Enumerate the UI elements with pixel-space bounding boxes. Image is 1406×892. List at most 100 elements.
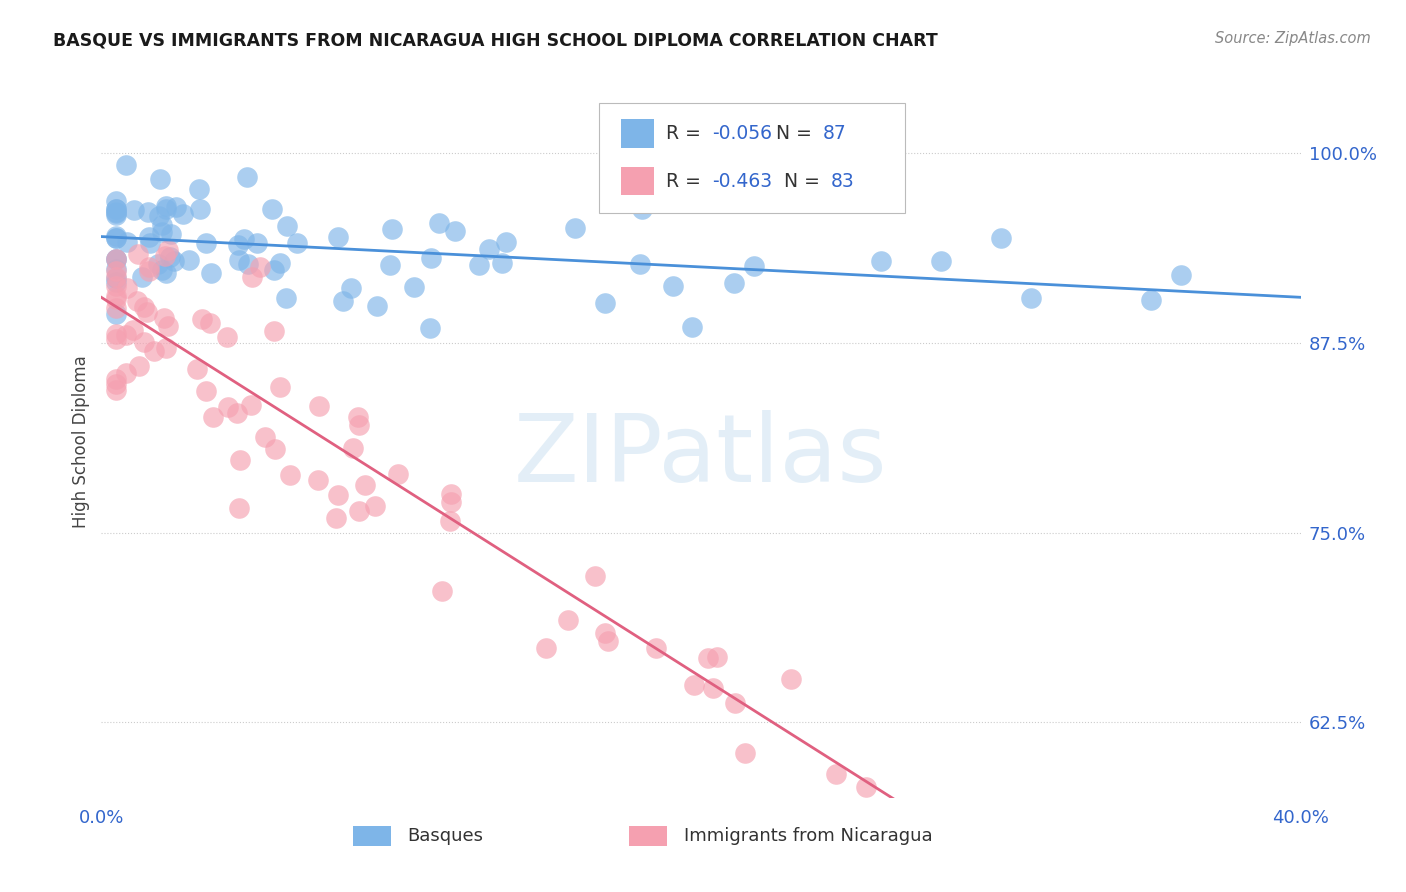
Point	[105, 205, 128, 219]
Point	[155, 342, 177, 356]
Point	[683, 678, 706, 692]
Point	[263, 324, 285, 338]
Text: R =: R =	[666, 124, 707, 143]
Point	[662, 278, 685, 293]
Point	[105, 206, 128, 220]
Point	[115, 158, 138, 172]
Text: Basques: Basques	[408, 827, 484, 845]
Point	[381, 222, 404, 236]
Point	[105, 264, 128, 278]
Point	[644, 640, 666, 655]
Point	[628, 257, 651, 271]
Point	[105, 228, 128, 243]
Point	[1019, 291, 1042, 305]
Point	[232, 232, 254, 246]
Point	[138, 230, 160, 244]
Point	[105, 252, 128, 267]
Point	[468, 258, 491, 272]
Point	[744, 259, 766, 273]
Point	[228, 453, 250, 467]
FancyBboxPatch shape	[599, 103, 905, 213]
Point	[263, 263, 285, 277]
Text: R =: R =	[666, 171, 707, 191]
FancyBboxPatch shape	[353, 826, 391, 847]
Point	[153, 311, 176, 326]
FancyBboxPatch shape	[620, 119, 654, 147]
Point	[855, 780, 877, 795]
Point	[264, 442, 287, 456]
Point	[706, 649, 728, 664]
Point	[402, 279, 425, 293]
Point	[564, 220, 586, 235]
Point	[136, 204, 159, 219]
Point	[278, 467, 301, 482]
Point	[105, 230, 128, 244]
Point	[194, 235, 217, 250]
Point	[346, 409, 368, 424]
Point	[153, 249, 176, 263]
Point	[198, 317, 221, 331]
Point	[136, 304, 159, 318]
Point	[105, 326, 128, 341]
Point	[127, 247, 149, 261]
FancyBboxPatch shape	[628, 826, 668, 847]
Point	[152, 218, 174, 232]
Point	[134, 334, 156, 349]
Point	[246, 236, 269, 251]
Point	[146, 257, 169, 271]
Text: -0.056: -0.056	[711, 124, 772, 143]
Point	[187, 182, 209, 196]
Point	[420, 251, 443, 265]
Point	[440, 487, 463, 501]
Point	[217, 330, 239, 344]
Point	[779, 672, 801, 686]
Point	[105, 252, 128, 266]
FancyBboxPatch shape	[620, 167, 654, 195]
Text: Source: ZipAtlas.com: Source: ZipAtlas.com	[1215, 31, 1371, 46]
Point	[179, 252, 201, 267]
Point	[105, 275, 128, 289]
Point	[217, 400, 239, 414]
Text: 87: 87	[824, 124, 846, 143]
Y-axis label: High School Diploma: High School Diploma	[72, 355, 90, 528]
Point	[274, 291, 297, 305]
Point	[201, 409, 224, 424]
Point	[105, 270, 128, 285]
Point	[105, 202, 128, 216]
Point	[495, 235, 517, 249]
Point	[138, 260, 160, 275]
Point	[122, 202, 145, 217]
Point	[114, 328, 136, 343]
Point	[149, 171, 172, 186]
Point	[1170, 268, 1192, 282]
Point	[432, 584, 454, 599]
Text: ZIPatlas: ZIPatlas	[515, 409, 887, 502]
Point	[105, 332, 128, 346]
Point	[155, 202, 177, 217]
Point	[105, 279, 128, 293]
Point	[150, 263, 173, 277]
Point	[325, 511, 347, 525]
Point	[269, 256, 291, 270]
Point	[914, 822, 936, 836]
Point	[439, 514, 461, 528]
Point	[236, 257, 259, 271]
Point	[200, 266, 222, 280]
Point	[1139, 293, 1161, 307]
Point	[125, 293, 148, 308]
Point	[186, 362, 208, 376]
Point	[105, 202, 128, 216]
Point	[105, 252, 128, 267]
Point	[419, 321, 441, 335]
Point	[240, 398, 263, 412]
Point	[869, 253, 891, 268]
Point	[387, 467, 409, 482]
Point	[191, 311, 214, 326]
Point	[339, 281, 361, 295]
Text: N =: N =	[783, 171, 825, 191]
Point	[929, 854, 952, 868]
Point	[326, 229, 349, 244]
Point	[105, 231, 128, 245]
Point	[155, 266, 177, 280]
Point	[160, 227, 183, 241]
